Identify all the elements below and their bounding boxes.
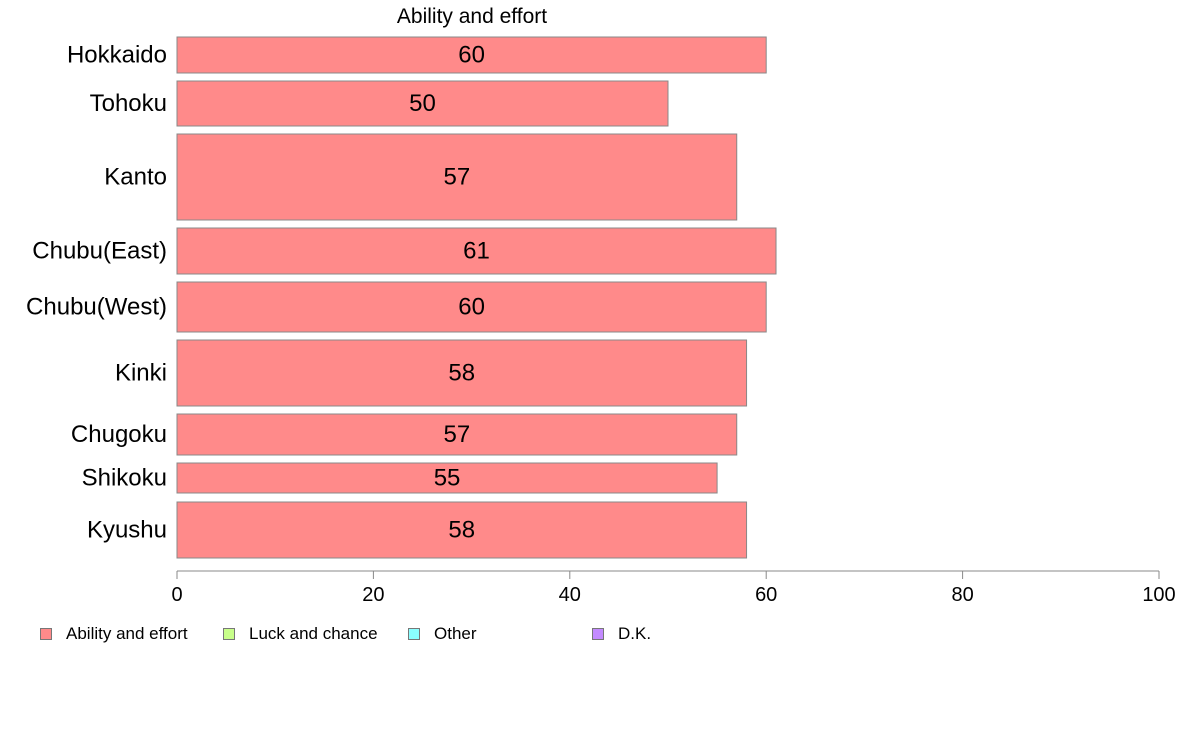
legend: Ability and effort Luck and chance Other D.… — [0, 622, 1188, 646]
legend-swatch — [592, 628, 604, 640]
x-tick-label: 80 — [951, 584, 973, 606]
bar-kinki — [176, 339, 748, 407]
data-label: 60 — [458, 294, 485, 321]
category-label: Kinki — [115, 360, 167, 387]
legend-swatch — [408, 628, 420, 640]
legend-label: Ability and effort — [66, 624, 188, 643]
bar-chugoku — [176, 413, 738, 456]
category-label: Chugoku — [71, 421, 167, 448]
data-label: 57 — [444, 421, 471, 448]
legend-label: Luck and chance — [249, 624, 378, 643]
legend-label: Other — [434, 624, 477, 643]
legend-item: Other — [408, 622, 477, 646]
data-label: 60 — [458, 42, 485, 69]
data-label: 57 — [444, 164, 471, 191]
data-label: 61 — [463, 238, 490, 265]
category-label: Kanto — [104, 164, 167, 191]
x-tick-label: 0 — [171, 584, 182, 606]
data-label: 58 — [448, 360, 475, 387]
bar-hokkaido — [176, 36, 767, 74]
x-tick-label: 20 — [362, 584, 384, 606]
x-tick-label: 100 — [1142, 584, 1175, 606]
legend-item: D.K. — [592, 622, 651, 646]
legend-label: D.K. — [618, 624, 652, 643]
legend-item: Luck and chance — [223, 622, 378, 646]
legend-swatch — [223, 628, 235, 640]
data-label: 58 — [448, 517, 475, 544]
legend-item: Ability and effort — [40, 622, 188, 646]
x-tick-label: 40 — [559, 584, 581, 606]
bar-shikoku — [176, 462, 718, 494]
category-label: Hokkaido — [67, 42, 167, 69]
category-label: Chubu(East) — [32, 238, 167, 265]
category-label: Shikoku — [82, 465, 167, 492]
data-label: 50 — [409, 90, 436, 117]
bar-tohoku — [176, 80, 669, 127]
data-label: 55 — [434, 465, 461, 492]
category-label: Tohoku — [90, 90, 167, 117]
bar-chubu-east — [176, 227, 777, 275]
chart-title: Ability and effort — [396, 5, 548, 28]
category-label: Kyushu — [87, 517, 167, 544]
x-tick-label: 60 — [755, 584, 777, 606]
bar-kyushu — [176, 501, 748, 559]
category-label: Chubu(West) — [26, 294, 167, 321]
bar-kanto — [176, 133, 738, 221]
bar-chubu-west — [176, 281, 767, 333]
legend-swatch — [40, 628, 52, 640]
